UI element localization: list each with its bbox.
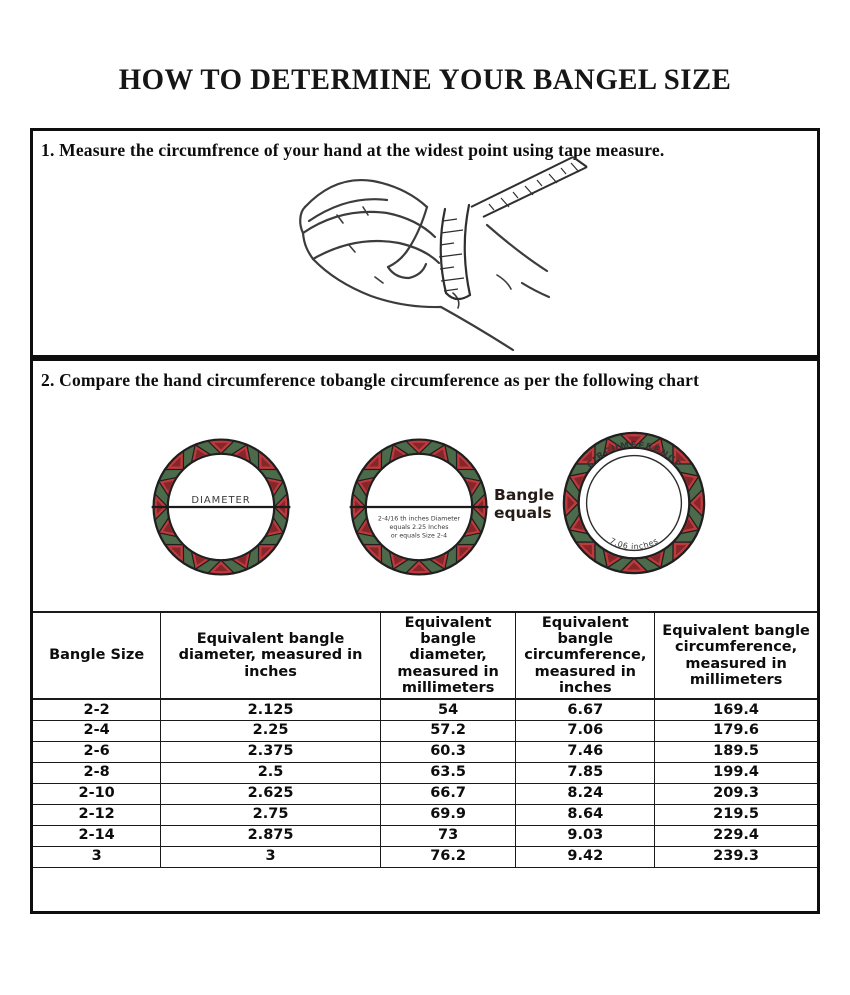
size-table-wrap: Bangle Size Equivalent bangle diameter, m…	[33, 610, 817, 868]
table-cell: 2.875	[160, 824, 381, 847]
table-cell: 2.75	[160, 803, 381, 826]
table-cell: 54	[379, 698, 517, 721]
table-cell: 2.25	[160, 719, 381, 742]
table-cell: 9.42	[515, 845, 656, 868]
table-cell: 2-2	[33, 698, 162, 721]
table-header-cell: Equivalent bangle diameter, measured in …	[160, 610, 381, 701]
hand-measure-icon	[299, 156, 588, 352]
table-cell: 66.7	[379, 782, 517, 805]
table-cell: 2.375	[160, 740, 381, 763]
bangle-size-table: Bangle Size Equivalent bangle diameter, m…	[33, 610, 817, 868]
table-cell: 2.125	[160, 698, 381, 721]
table-row: 2-14 2.875 73 9.03 229.4	[33, 824, 817, 847]
table-cell: 7.06	[515, 719, 656, 742]
hand-tape-illustration	[275, 155, 613, 355]
table-cell: 2-6	[33, 740, 162, 763]
table-cell: 2-14	[33, 824, 162, 847]
table-cell: 2-4	[33, 719, 162, 742]
table-header-cell: Equivalent bangle circumference, measure…	[654, 610, 817, 701]
table-header-row: Bangle Size Equivalent bangle diameter, m…	[33, 610, 817, 701]
bangle-size-example-illustration: 2-4/16 th inches Diameter equals 2.25 In…	[343, 431, 495, 583]
table-cell: 57.2	[379, 719, 517, 742]
table-cell: 6.67	[515, 698, 656, 721]
table-cell: 76.2	[379, 845, 517, 868]
bangle-ring	[562, 431, 706, 575]
table-cell: 169.4	[654, 698, 817, 721]
table-cell: 209.3	[654, 782, 817, 805]
table-cell: 3	[160, 845, 381, 868]
page-title: HOW TO DETERMINE YOUR BANGEL SIZE	[118, 63, 732, 96]
table-row: 2-2 2.125 54 6.67 169.4	[33, 698, 817, 721]
table-row: 2-10 2.625 66.7 8.24 209.3	[33, 782, 817, 805]
table-row: 3 3 76.2 9.42 239.3	[33, 845, 817, 868]
table-cell: 69.9	[379, 803, 517, 826]
table-cell: 2-12	[33, 803, 162, 826]
table-cell: 229.4	[654, 824, 817, 847]
table-cell: 219.5	[654, 803, 817, 826]
table-cell: 63.5	[379, 761, 517, 784]
step2-heading: 2. Compare the hand circumference tobang…	[41, 370, 700, 390]
table-cell: 2-8	[33, 761, 162, 784]
table-header-cell: Equivalent bangle diameter, measured in …	[379, 610, 517, 701]
inner-circle	[585, 454, 683, 552]
table-cell: 9.03	[515, 824, 656, 847]
table-cell: 3	[33, 845, 162, 868]
size-note-line3: or equals Size 2-4	[391, 532, 447, 539]
table-row: 2-6 2.375 60.3 7.46 189.5	[33, 740, 817, 763]
table-header-cell: Equivalent bangle circumference, measure…	[515, 610, 656, 701]
table-cell: 8.64	[515, 803, 656, 826]
table-row: 2-4 2.25 57.2 7.06 179.6	[33, 719, 817, 742]
bangle-equals-label: Bangle equals	[494, 486, 555, 523]
table-cell: 7.85	[515, 761, 656, 784]
table-header-cell: Bangle Size	[33, 610, 162, 701]
table-cell: 199.4	[654, 761, 817, 784]
step1-box: 1. Measure the circumfrence of your hand…	[30, 128, 820, 358]
table-cell: 189.5	[654, 740, 817, 763]
table-cell: 60.3	[379, 740, 517, 763]
table-cell: 179.6	[654, 719, 817, 742]
bangle-circumference-illustration: CIRCUMFERENCE 7.06 inches	[555, 424, 713, 582]
step2-box: 2. Compare the hand circumference tobang…	[30, 358, 820, 914]
diameter-label: DIAMETER	[191, 495, 250, 506]
table-cell: 2.5	[160, 761, 381, 784]
table-cell: 2.625	[160, 782, 381, 805]
bangle-diameter-illustration: DIAMETER	[145, 431, 297, 583]
table-cell: 239.3	[654, 845, 817, 868]
table-row: 2-8 2.5 63.5 7.85 199.4	[33, 761, 817, 784]
table-cell: 73	[379, 824, 517, 847]
size-note-line2: equals 2.25 Inches	[390, 524, 449, 531]
table-cell: 8.24	[515, 782, 656, 805]
circumference-value: 7.06 inches	[608, 536, 660, 551]
bangle-comparison-zone: DIAMETER 2-4/16 th inches Diameter equal…	[33, 397, 817, 611]
size-note-line1: 2-4/16 th inches Diameter	[378, 515, 461, 522]
table-cell: 7.46	[515, 740, 656, 763]
step1-heading: 1. Measure the circumfrence of your hand…	[41, 140, 665, 160]
table-row: 2-12 2.75 69.9 8.64 219.5	[33, 803, 817, 826]
table-cell: 2-10	[33, 782, 162, 805]
